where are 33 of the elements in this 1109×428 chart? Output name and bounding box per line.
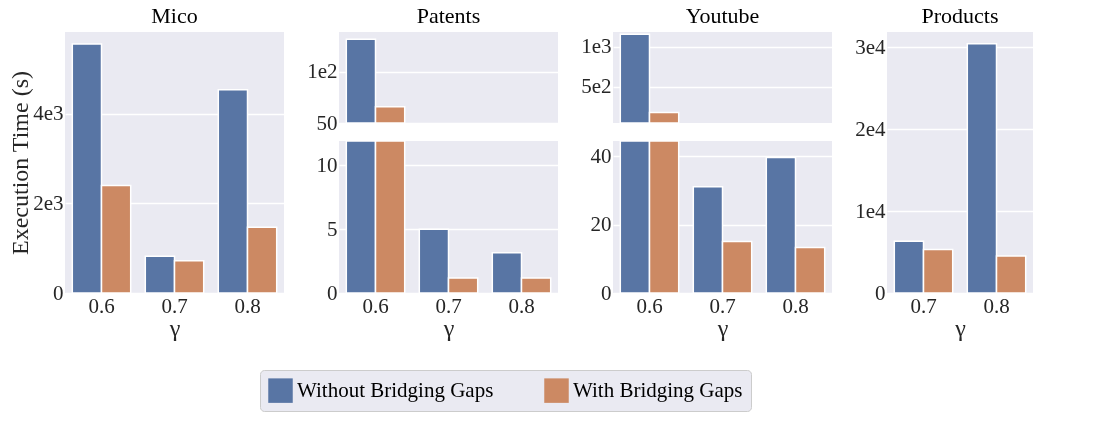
x-tick-label: 0.8 [983, 293, 1010, 318]
x-tick-label: 0.6 [362, 293, 389, 318]
y-tick-label: 0 [327, 280, 338, 305]
x-tick-label: 0.6 [88, 293, 115, 318]
y-tick-label: 50 [316, 110, 338, 135]
y-tick-label: 1e2 [307, 59, 338, 84]
y-tick-label: 20 [590, 212, 612, 237]
y-tick-label: 10 [316, 152, 338, 177]
x-tick-label: 0.8 [508, 293, 535, 318]
y-tick-label: 0 [53, 280, 64, 305]
y-tick-label: 0 [601, 280, 612, 305]
y-tick-label: 2e3 [33, 190, 64, 215]
x-tick-label: 0.7 [910, 293, 937, 318]
chart-title: Youtube [685, 3, 760, 28]
x-tick-label: 0.8 [234, 293, 261, 318]
y-tick-label: 1e4 [855, 198, 886, 223]
y-tick-label: 0 [875, 280, 886, 305]
x-axis-title: γ [954, 314, 967, 341]
y-tick-label: 1e3 [581, 34, 612, 59]
y-tick-label: 40 [590, 143, 612, 168]
y-tick-label: 4e3 [33, 101, 64, 126]
chart-title: Patents [416, 3, 481, 28]
chart-title: Mico [151, 3, 198, 28]
y-tick-label: 2e4 [855, 116, 886, 141]
y-axis-title: Execution Time (s) [7, 71, 34, 255]
legend-label: Without Bridging Gaps [297, 377, 494, 402]
y-tick-label: 5e2 [581, 74, 612, 99]
x-tick-label: 0.8 [782, 293, 809, 318]
y-tick-label: 3e4 [855, 34, 886, 59]
legend-label: With Bridging Gaps [573, 377, 743, 402]
chart-title: Products [921, 3, 999, 28]
y-tick-label: 5 [327, 216, 338, 241]
x-tick-label: 0.6 [636, 293, 663, 318]
